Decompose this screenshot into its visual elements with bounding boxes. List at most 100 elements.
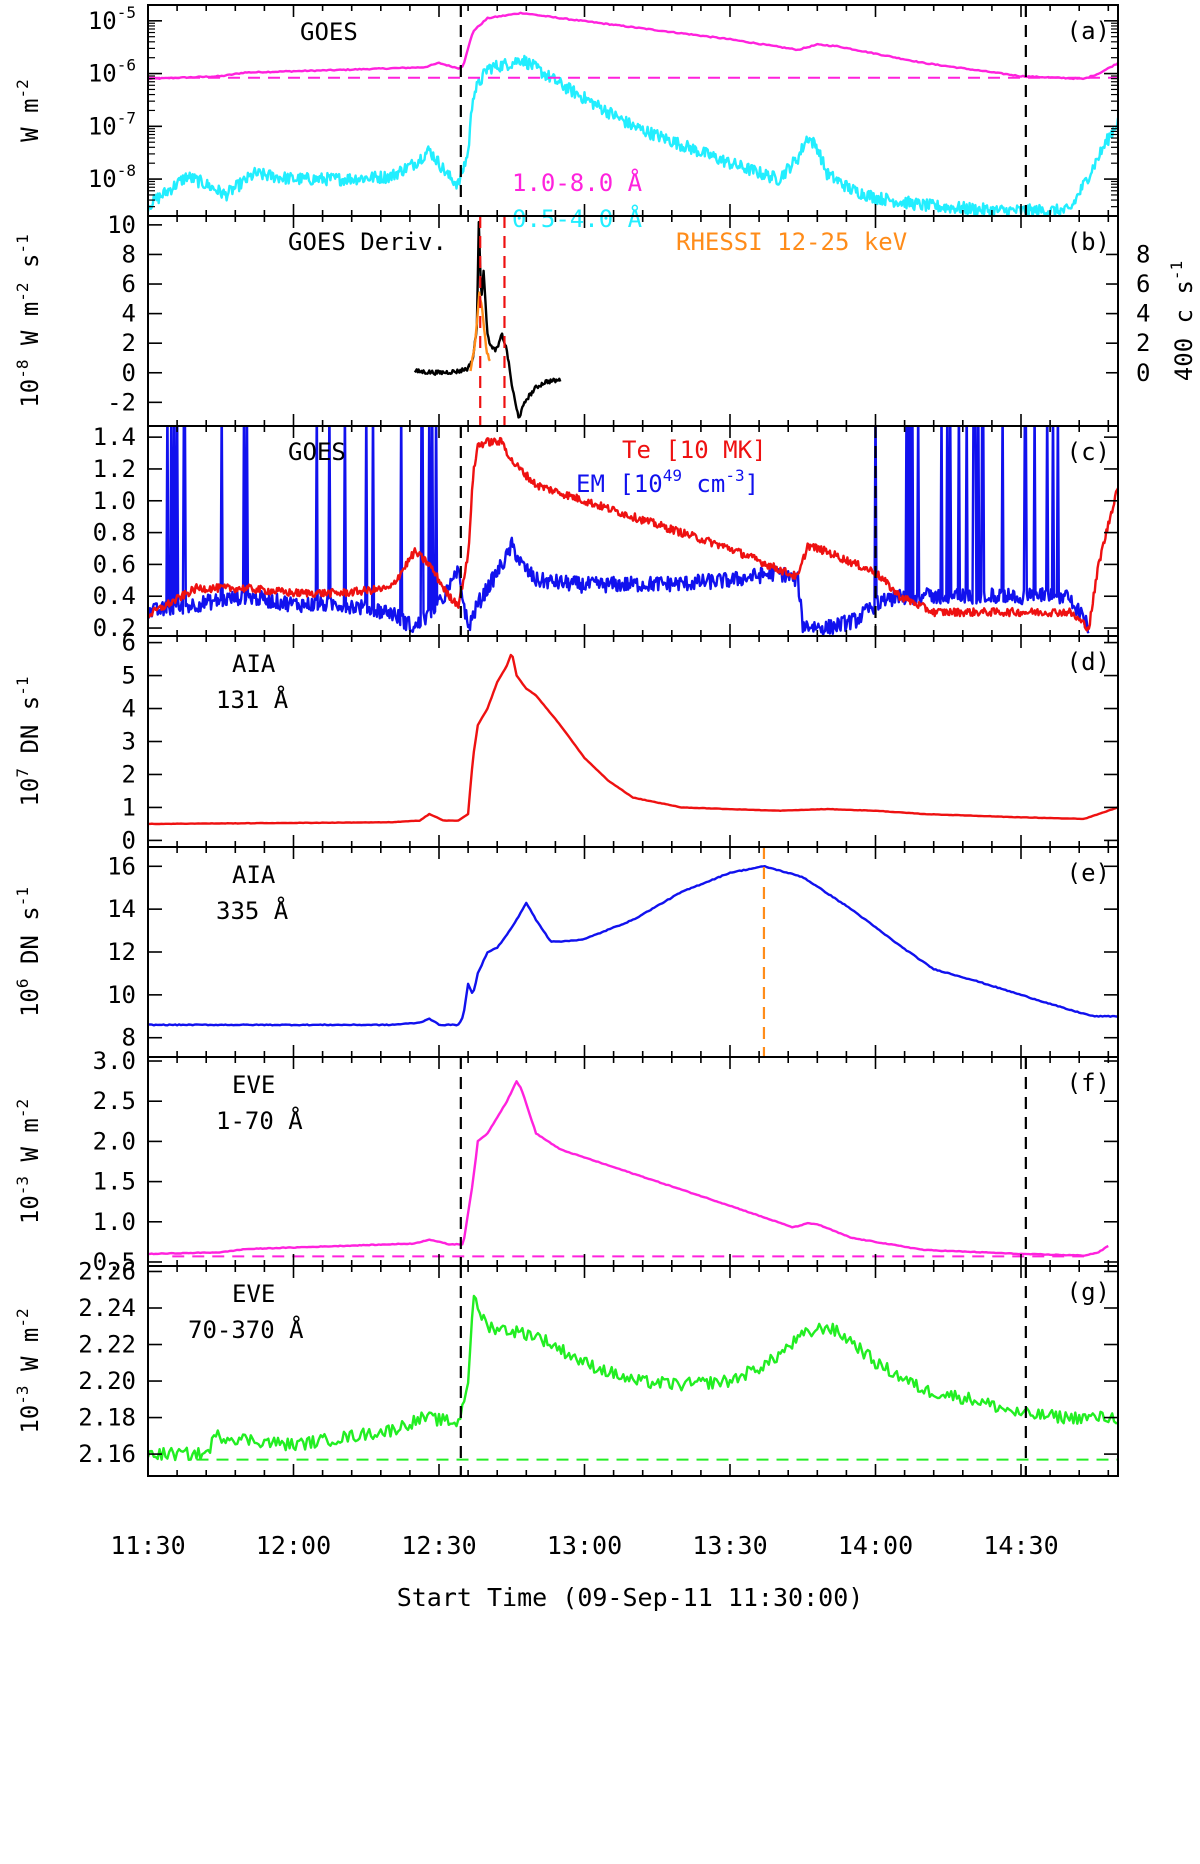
y-tick-label: 0.8: [93, 519, 136, 547]
panel-subtitle: 1-70 Å: [216, 1106, 303, 1135]
y-tick-label: 2: [122, 329, 136, 357]
y-axis-label: 10-3 W m-2: [13, 1099, 44, 1224]
y-tick-label: 1.2: [93, 455, 136, 483]
legend-entry: 0.5-4.0 Å: [512, 204, 643, 233]
y-tick-label: 4: [122, 300, 136, 328]
y-axis-label: 107 DN s-1: [13, 676, 44, 806]
y2-tick-label: 0: [1136, 359, 1150, 387]
panel-title: GOES Deriv.: [288, 228, 447, 256]
panel-tag: (f): [1067, 1069, 1110, 1097]
y-tick-label: 10-6: [88, 56, 136, 88]
series-g-0: [148, 1294, 1118, 1462]
y-tick-label: 2.18: [78, 1404, 136, 1432]
panel-tag: (c): [1067, 438, 1110, 466]
y-tick-label: 2.24: [78, 1294, 136, 1322]
y-tick-label: 10: [107, 981, 136, 1009]
y-tick-label: 0: [122, 826, 136, 854]
series-a-0: [148, 11, 1118, 81]
y-tick-label: 2.16: [78, 1440, 136, 1468]
y-tick-label: 1.5: [93, 1168, 136, 1196]
x-tick-label: 14:00: [838, 1531, 913, 1560]
panel-tag: (g): [1067, 1278, 1110, 1306]
panel-tag: (a): [1067, 17, 1110, 45]
x-tick-label: 13:00: [547, 1531, 622, 1560]
plot-area: [148, 1057, 1109, 1266]
legend-entry: EM [1049 cm-3]: [576, 466, 759, 498]
y-tick-label: 8: [122, 1024, 136, 1052]
series-c-1: [148, 436, 1118, 632]
series-f-0: [148, 1080, 1109, 1257]
y2-axis-label: 400 c s-1: [1167, 261, 1198, 381]
panel-f: [147, 1056, 1119, 1267]
y-tick-label: 16: [107, 852, 136, 880]
y-tick-label: -2: [107, 388, 136, 416]
plot-area: [148, 426, 1118, 636]
panel-c: [147, 425, 1119, 637]
series-d-0: [148, 653, 1118, 826]
y2-tick-label: 2: [1136, 329, 1150, 357]
y2-tick-label: 4: [1136, 300, 1150, 328]
y-axis-label: 10-8 W m-2 s-1: [13, 234, 44, 407]
legend-entry: Te [10 MK]: [622, 436, 767, 464]
y2-tick-label: 6: [1136, 270, 1150, 298]
y-tick-label: 2.0: [93, 1127, 136, 1155]
panel-subtitle: 70-370 Å: [188, 1315, 304, 1344]
y-tick-label: 0.4: [93, 582, 136, 610]
panel-title: GOES: [288, 438, 346, 466]
panel-a: [147, 4, 1119, 217]
y-axis-label: 10-3 W m-2: [13, 1308, 44, 1433]
y2-tick-label: 8: [1136, 240, 1150, 268]
y-axis-label: W m-2: [13, 79, 44, 142]
panel-title: EVE: [232, 1071, 275, 1099]
y-tick-label: 2.5: [93, 1087, 136, 1115]
series-b-0: [413, 220, 562, 419]
panel-tag: (e): [1067, 859, 1110, 887]
y-tick-label: 12: [107, 938, 136, 966]
plot-area: [413, 216, 562, 426]
y-tick-label: 0: [122, 359, 136, 387]
x-tick-label: 14:30: [983, 1531, 1058, 1560]
legend-entry: 1.0-8.0 Å: [512, 168, 643, 197]
panel-tag: (d): [1067, 648, 1110, 676]
panel-frame-g: [147, 1265, 1119, 1477]
panel-d: [147, 635, 1119, 848]
plot-area: [148, 5, 1118, 216]
x-axis-label: Start Time (09-Sep-11 11:30:00): [397, 1583, 864, 1612]
plot-area: [148, 653, 1118, 826]
y-tick-label: 6: [122, 629, 136, 657]
y-tick-label: 6: [122, 270, 136, 298]
x-tick-label: 12:00: [256, 1531, 331, 1560]
y-tick-label: 10: [107, 211, 136, 239]
y-tick-label: 2.22: [78, 1331, 136, 1359]
y-tick-label: 0.5: [93, 1248, 136, 1276]
panel-title: AIA: [232, 650, 276, 678]
y-tick-label: 5: [122, 662, 136, 690]
y-tick-label: 8: [122, 240, 136, 268]
x-tick-label: 11:30: [110, 1531, 185, 1560]
panel-title: GOES: [300, 18, 358, 46]
legend-entry: RHESSI 12-25 keV: [676, 228, 907, 256]
x-tick-label: 12:30: [401, 1531, 476, 1560]
panel-e: [147, 846, 1119, 1058]
y-tick-label: 2.20: [78, 1367, 136, 1395]
series-c-0: [148, 426, 1090, 636]
y-tick-label: 1: [122, 793, 136, 821]
y-tick-label: 1.4: [93, 423, 136, 451]
panel-title: EVE: [232, 1280, 275, 1308]
y-tick-label: 0.2: [93, 614, 136, 642]
y-tick-label: 10-8: [88, 161, 136, 193]
plot-area: [148, 847, 1118, 1057]
plot-area: [148, 1266, 1118, 1476]
y-tick-label: 2: [122, 760, 136, 788]
panel-subtitle: 335 Å: [216, 896, 289, 925]
y-tick-label: 1.0: [93, 1208, 136, 1236]
y-tick-label: 0.6: [93, 550, 136, 578]
x-tick-label: 13:30: [692, 1531, 767, 1560]
panel-frame-f: [147, 1056, 1119, 1267]
panel-subtitle: 131 Å: [216, 685, 289, 714]
y-axis-label: 106 DN s-1: [13, 887, 44, 1017]
panel-tag: (b): [1067, 228, 1110, 256]
series-a-1: [148, 54, 1118, 216]
y-tick-label: 14: [107, 895, 136, 923]
